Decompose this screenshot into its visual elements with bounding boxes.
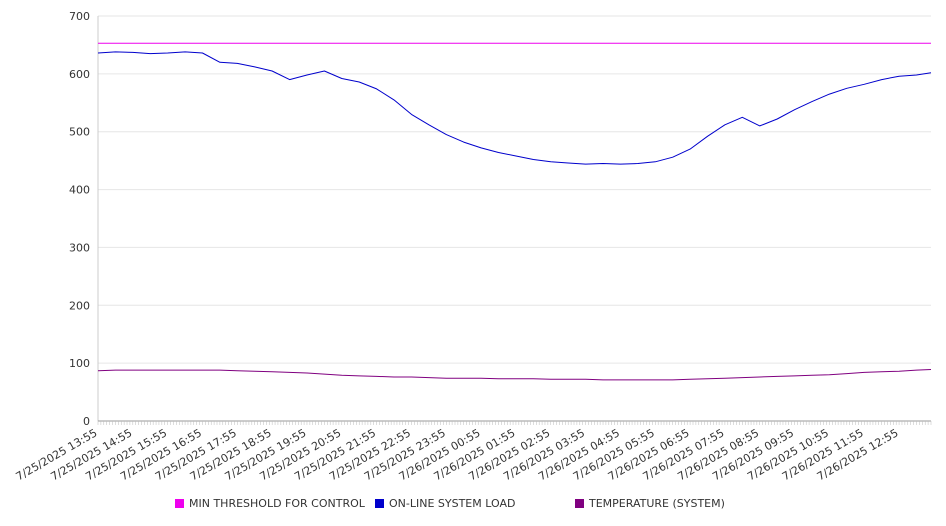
grid-lines	[98, 15, 931, 422]
y-tick-label: 700	[69, 10, 90, 23]
legend-swatch	[575, 499, 584, 508]
legend-label: ON-LINE SYSTEM LOAD	[389, 497, 516, 510]
y-axis: 0 100 200 300 400 500 600 700	[69, 10, 99, 428]
y-tick-label: 400	[69, 184, 90, 197]
legend-item-temperature[interactable]: TEMPERATURE (SYSTEM)	[575, 497, 725, 510]
legend-swatch	[375, 499, 384, 508]
legend-item-min-threshold[interactable]: MIN THRESHOLD FOR CONTROL	[175, 497, 365, 510]
x-axis: 7/25/2025 13:557/25/2025 14:557/25/2025 …	[14, 420, 932, 483]
y-tick-label: 500	[69, 126, 90, 139]
y-tick-label: 100	[69, 357, 90, 370]
legend: MIN THRESHOLD FOR CONTROL ON-LINE SYSTEM…	[0, 497, 946, 515]
series-line-2[interactable]	[97, 369, 932, 381]
legend-item-system-load[interactable]: ON-LINE SYSTEM LOAD	[375, 497, 515, 510]
y-tick-label: 600	[69, 68, 90, 81]
y-tick-label: 200	[69, 299, 90, 312]
y-tick-label: 300	[69, 241, 90, 254]
series-line-1[interactable]	[97, 51, 932, 165]
y-tick-label: 0	[83, 415, 90, 428]
legend-label: TEMPERATURE (SYSTEM)	[589, 497, 725, 510]
legend-label: MIN THRESHOLD FOR CONTROL	[189, 497, 365, 510]
series-lines	[97, 42, 932, 381]
legend-swatch	[175, 499, 184, 508]
